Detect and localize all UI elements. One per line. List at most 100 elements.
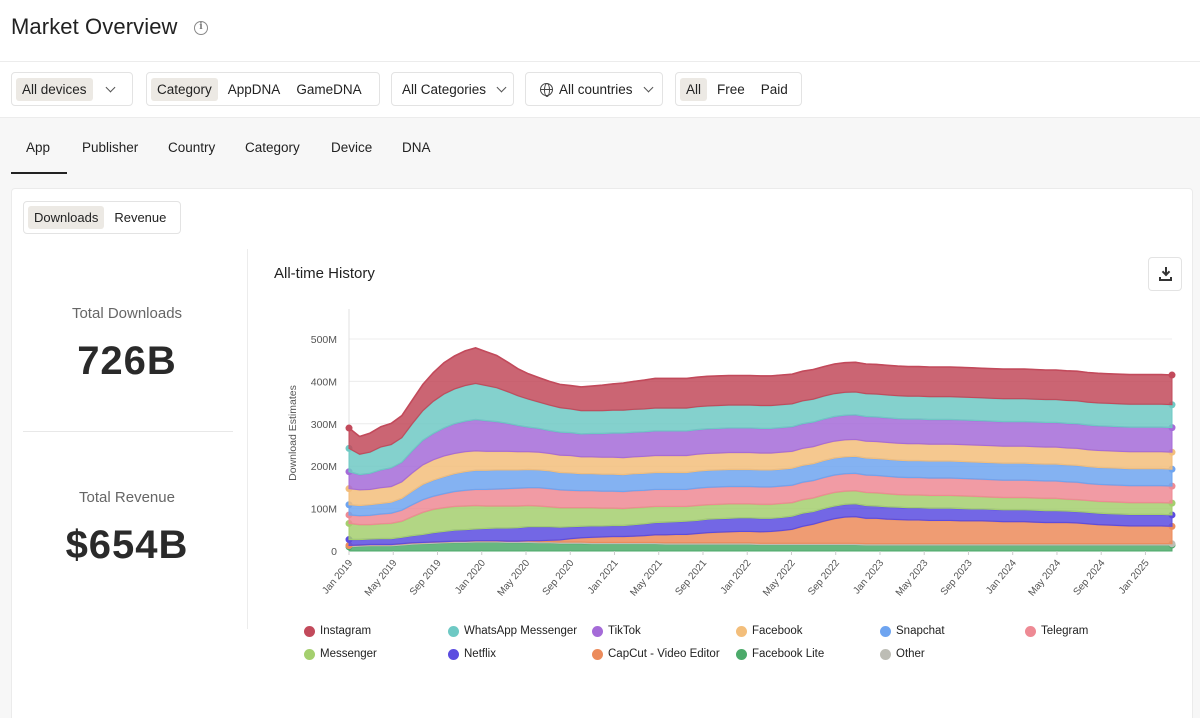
legend-swatch	[448, 648, 459, 660]
legend-item[interactable]: Netflix	[448, 648, 496, 660]
x-tick-label: Jan 2023	[851, 558, 886, 597]
total-revenue-label: Total Revenue	[79, 489, 175, 506]
pricing-option-paid[interactable]: Paid	[760, 81, 788, 97]
legend-swatch	[736, 625, 747, 637]
legend-item[interactable]: TikTok	[592, 625, 641, 637]
metric-option-revenue[interactable]: Revenue	[114, 210, 167, 225]
legend-label: Other	[896, 648, 925, 660]
chevron-down-icon	[496, 82, 507, 92]
x-tick-label: May 2021	[628, 558, 665, 599]
tab-dna[interactable]: DNA	[402, 140, 431, 155]
total-downloads-label: Total Downloads	[71, 305, 183, 322]
tab-device[interactable]: Device	[331, 140, 373, 155]
taxonomy-option-gamedna[interactable]: GameDNA	[296, 81, 362, 97]
series-end-point	[1168, 371, 1176, 379]
legend-item[interactable]: Other	[880, 648, 925, 660]
series-start-point	[345, 424, 353, 432]
y-tick-label: 0	[331, 546, 337, 558]
x-tick-label: Sep 2024	[1072, 558, 1108, 598]
chevron-down-icon	[105, 82, 115, 92]
chevron-down-icon	[643, 82, 653, 92]
pricing-option-free[interactable]: Free	[717, 81, 745, 97]
tab-country[interactable]: Country	[168, 140, 216, 155]
legend-item[interactable]: Telegram	[1025, 625, 1088, 637]
panel-divider	[247, 249, 248, 629]
legend-label: Facebook Lite	[752, 648, 825, 660]
metric-toggle: Downloads Revenue	[23, 201, 182, 234]
legend-item[interactable]: Facebook Lite	[736, 648, 824, 660]
x-tick-label: Sep 2021	[673, 558, 709, 598]
chart-title: All-time History	[274, 265, 375, 282]
x-tick-label: May 2020	[496, 558, 533, 599]
device-filter[interactable]: All devices	[11, 72, 133, 106]
x-tick-label: Sep 2022	[806, 558, 842, 598]
taxonomy-option-category[interactable]: Category	[151, 77, 218, 101]
pricing-option-all[interactable]: All	[680, 77, 708, 101]
y-tick-label: 500M	[311, 334, 337, 346]
y-tick-label: 200M	[311, 461, 337, 473]
x-tick-label: Jan 2021	[586, 558, 621, 597]
y-tick-label: 400M	[311, 376, 337, 388]
legend-label: Facebook	[752, 625, 803, 637]
page-header: Market Overview i	[0, 0, 1200, 62]
y-tick-label: 100M	[311, 504, 337, 516]
total-downloads-value: 726B	[77, 339, 177, 383]
x-tick-label: Jan 2024	[984, 558, 1019, 597]
stacked-area-chart: 0 100M 200M 300M 400M 500M Download Estimates J…	[287, 309, 1176, 599]
y-tick-label: 300M	[311, 419, 337, 431]
legend-swatch	[592, 648, 603, 660]
x-tick-label: Jan 2022	[719, 558, 754, 597]
legend-label: Snapchat	[896, 625, 945, 637]
globe-icon	[540, 82, 553, 97]
legend-swatch	[880, 625, 891, 637]
legend-swatch	[880, 648, 891, 660]
x-tick-label: Sep 2020	[541, 558, 577, 598]
x-tick-label: Jan 2019	[320, 558, 355, 597]
legend-label: Netflix	[464, 648, 496, 660]
legend-swatch	[448, 625, 459, 637]
legend-label: WhatsApp Messenger	[464, 625, 578, 637]
series-line-instagram	[348, 347, 1173, 438]
page-title: Market Overview	[11, 14, 178, 39]
legend-label: Telegram	[1041, 625, 1089, 637]
category-filter[interactable]: All Categories	[391, 72, 514, 106]
legend-item[interactable]: Instagram	[304, 625, 371, 637]
x-tick-label: Sep 2019	[408, 558, 444, 598]
legend-item[interactable]: CapCut - Video Editor	[592, 648, 720, 660]
taxonomy-toggle: Category AppDNA GameDNA	[146, 72, 380, 106]
stat-divider	[23, 431, 233, 432]
info-icon[interactable]: i	[194, 21, 208, 35]
legend-item[interactable]: Snapchat	[880, 625, 945, 637]
download-icon	[1159, 267, 1172, 281]
dimension-tabs: App Publisher Country Category Device DN…	[0, 118, 1200, 176]
legend-swatch	[304, 625, 315, 637]
legend-swatch	[1025, 625, 1036, 637]
legend-item[interactable]: Facebook	[736, 625, 803, 637]
legend-label: Messenger	[320, 648, 377, 660]
country-filter[interactable]: All countries	[525, 72, 663, 106]
taxonomy-option-appdna[interactable]: AppDNA	[227, 81, 281, 97]
x-tick-label: May 2023	[894, 558, 931, 599]
legend-item[interactable]: WhatsApp Messenger	[448, 625, 577, 637]
device-filter-value: All devices	[16, 77, 93, 101]
legend-label: CapCut - Video Editor	[608, 648, 720, 660]
country-filter-value: All countries	[559, 81, 633, 97]
legend-label: Instagram	[320, 625, 372, 637]
download-chart-button[interactable]	[1148, 257, 1182, 291]
metric-option-downloads[interactable]: Downloads	[28, 206, 105, 229]
x-tick-label: Jan 2025	[1117, 558, 1152, 597]
legend-item[interactable]: Messenger	[304, 648, 377, 660]
category-filter-value: All Categories	[402, 81, 487, 97]
x-tick-label: May 2022	[761, 558, 798, 599]
legend-swatch	[592, 625, 603, 637]
legend-swatch	[736, 648, 747, 660]
x-tick-label: May 2024	[1027, 558, 1064, 599]
legend-label: TikTok	[608, 625, 641, 637]
y-axis-label: Download Estimates	[287, 385, 299, 481]
x-tick-label: Sep 2023	[939, 558, 975, 598]
tab-publisher[interactable]: Publisher	[82, 140, 139, 155]
legend-swatch	[304, 648, 315, 660]
tab-app[interactable]: App	[26, 140, 51, 155]
active-tab-indicator	[11, 172, 67, 174]
tab-category[interactable]: Category	[245, 140, 300, 155]
